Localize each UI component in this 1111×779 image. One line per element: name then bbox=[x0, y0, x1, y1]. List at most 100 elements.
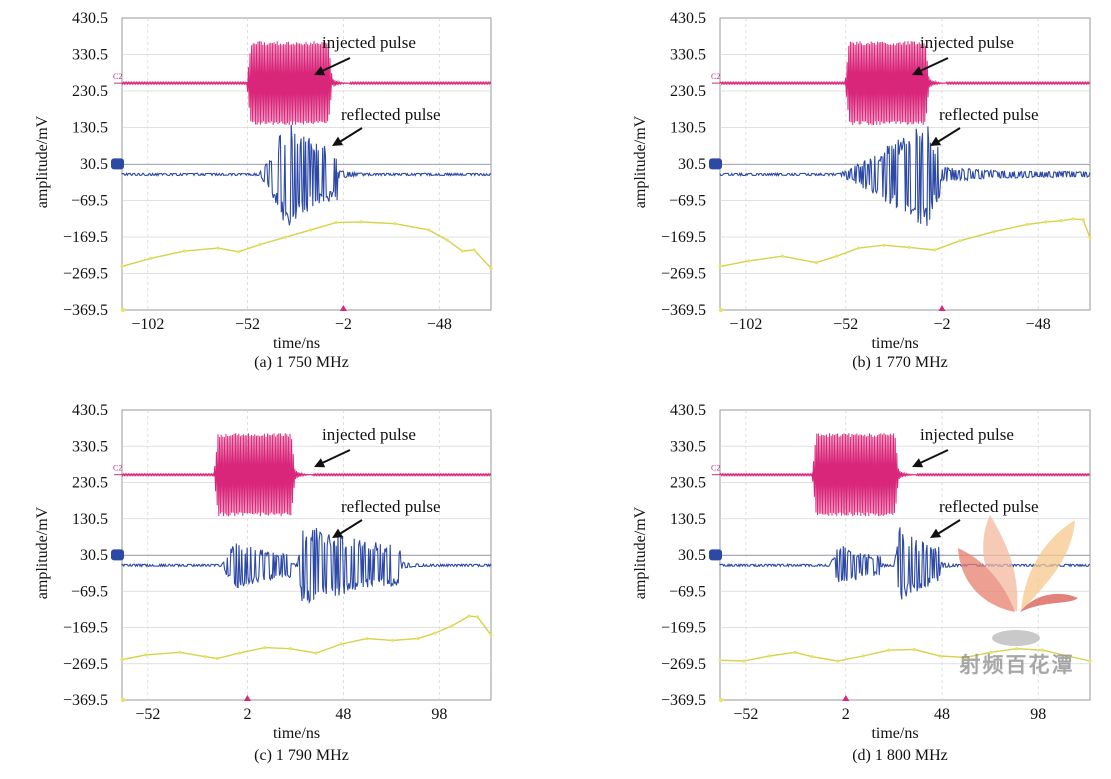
chart-panel-c: 430.5 330.5 230.5 130.5 30.5 −69.5 −169.5 −269.… bbox=[34, 402, 493, 764]
annotation-arrowhead bbox=[314, 458, 326, 468]
series-reference-point bbox=[216, 246, 220, 250]
series-reference-point bbox=[339, 642, 343, 646]
series-reference-point bbox=[1040, 648, 1044, 652]
x-tick-label: −102 bbox=[131, 316, 164, 333]
panel-caption: (d) 1 800 MHz bbox=[852, 747, 948, 764]
annotation-reflected-pulse: reflected pulse bbox=[939, 105, 1039, 124]
series-injected-waveform bbox=[121, 433, 492, 517]
series-injected-waveform bbox=[121, 41, 492, 126]
series-reference-line bbox=[719, 218, 1091, 268]
trigger-marker bbox=[842, 695, 850, 701]
origin-marker bbox=[120, 697, 126, 703]
annotation-injected-pulse: injected pulse bbox=[920, 33, 1014, 52]
channel-label-c2: C2 bbox=[113, 72, 122, 81]
x-tick-label: −102 bbox=[729, 316, 762, 333]
series-reference-point bbox=[861, 654, 865, 658]
x-tick-label: −48 bbox=[427, 316, 452, 333]
y-tick-label: −269.5 bbox=[661, 266, 706, 283]
chart-panel-b: 430.5 330.5 230.5 130.5 30.5 −69.5 −169.5 −269.… bbox=[632, 10, 1092, 371]
series-reference-point bbox=[359, 220, 363, 224]
y-tick-label: 330.5 bbox=[670, 47, 706, 64]
y-tick-label: 430.5 bbox=[72, 402, 108, 419]
origin-marker bbox=[718, 697, 724, 703]
x-tick-label: 48 bbox=[335, 706, 351, 723]
series-reference-point bbox=[427, 228, 431, 232]
x-tick-label: −2 bbox=[933, 316, 950, 333]
annotation-arrowhead bbox=[930, 528, 942, 538]
series-reference-point bbox=[309, 228, 313, 232]
series-reference-point bbox=[718, 264, 722, 268]
series-reference-point bbox=[182, 249, 186, 253]
annotation-arrow bbox=[337, 519, 363, 536]
series-reference-point bbox=[1044, 220, 1048, 224]
x-tick-label: −2 bbox=[335, 316, 352, 333]
series-reference-line bbox=[719, 647, 1091, 662]
annotation-reflected-pulse: reflected pulse bbox=[939, 497, 1039, 516]
chart-panel-a: 430.5 330.5 230.5 130.5 30.5 −69.5 −169.5 −269.… bbox=[34, 10, 493, 371]
series-reference-point bbox=[416, 636, 420, 641]
panel-caption: (a) 1 750 MHz bbox=[254, 354, 349, 371]
y-tick-label: 30.5 bbox=[678, 156, 706, 173]
annotation-arrow bbox=[337, 127, 363, 144]
x-axis-label: time/ns bbox=[871, 725, 918, 742]
series-reflected-waveform bbox=[121, 528, 492, 605]
y-tick-label: −369.5 bbox=[63, 692, 108, 709]
annotation-arrow bbox=[935, 519, 961, 536]
series-reference-point bbox=[907, 245, 911, 250]
chart-panel-d: 430.5 330.5 230.5 130.5 30.5 −69.5 −169.5 −269.… bbox=[632, 402, 1092, 764]
series-reference-point bbox=[467, 614, 471, 618]
y-axis-label: amplitude/mV bbox=[34, 115, 51, 208]
series-reflected-waveform bbox=[719, 527, 1091, 600]
y-axis-label: amplitude/mV bbox=[632, 506, 649, 599]
y-tick-label: −269.5 bbox=[661, 656, 706, 673]
series-reference-point bbox=[1066, 654, 1070, 658]
series-reference-line bbox=[121, 221, 492, 269]
series-reference-point bbox=[856, 246, 861, 250]
x-axis-label: time/ns bbox=[273, 335, 320, 352]
y-tick-label: 130.5 bbox=[670, 120, 706, 137]
annotation-injected-pulse: injected pulse bbox=[920, 425, 1014, 444]
y-tick-label: −169.5 bbox=[63, 620, 108, 637]
watermark-petal bbox=[958, 548, 1015, 612]
series-reference-point bbox=[912, 647, 916, 652]
series-reference-point bbox=[989, 650, 993, 654]
origin-marker bbox=[120, 307, 126, 313]
series-reference-point bbox=[120, 657, 124, 662]
panel-caption: (c) 1 790 MHz bbox=[254, 747, 349, 764]
annotation-injected-pulse: injected pulse bbox=[322, 33, 416, 52]
series-reference-point bbox=[445, 238, 449, 242]
channel-marker-reflected bbox=[111, 549, 124, 561]
channel-marker-reflected bbox=[111, 158, 124, 170]
series-reference-point bbox=[793, 650, 797, 654]
y-tick-label: 430.5 bbox=[72, 10, 108, 27]
annotation-arrow bbox=[917, 449, 949, 465]
x-tick-label: −52 bbox=[733, 706, 758, 723]
series-reflected-waveform bbox=[121, 124, 492, 226]
y-tick-label: −269.5 bbox=[63, 266, 108, 283]
y-tick-label: 430.5 bbox=[670, 10, 706, 27]
series-reference-point bbox=[314, 651, 318, 655]
annotation-arrowhead bbox=[912, 458, 924, 468]
panel-caption: (b) 1 770 MHz bbox=[852, 354, 948, 371]
y-tick-label: −369.5 bbox=[661, 692, 706, 709]
series-injected-waveform bbox=[719, 41, 1091, 126]
series-reference-point bbox=[149, 256, 153, 260]
watermark-petal bbox=[983, 515, 1018, 612]
series-reference-point bbox=[472, 248, 476, 252]
series-reference-point bbox=[1071, 217, 1075, 221]
series-reference-point bbox=[887, 648, 891, 652]
y-tick-label: 230.5 bbox=[72, 83, 108, 100]
series-reference-point bbox=[882, 243, 886, 247]
watermark-petal bbox=[1020, 593, 1078, 612]
watermark-base bbox=[992, 630, 1040, 646]
watermark-text: 射频百花潭 bbox=[959, 653, 1075, 677]
watermark-petal bbox=[1021, 520, 1075, 612]
trigger-marker bbox=[339, 305, 347, 311]
series-reference-point bbox=[450, 624, 454, 628]
channel-label-c2: C2 bbox=[113, 464, 122, 473]
series-reference-point bbox=[475, 615, 479, 619]
series-injected-waveform bbox=[719, 433, 1091, 517]
series-reference-point bbox=[1025, 222, 1030, 227]
series-reference-point bbox=[288, 647, 292, 651]
